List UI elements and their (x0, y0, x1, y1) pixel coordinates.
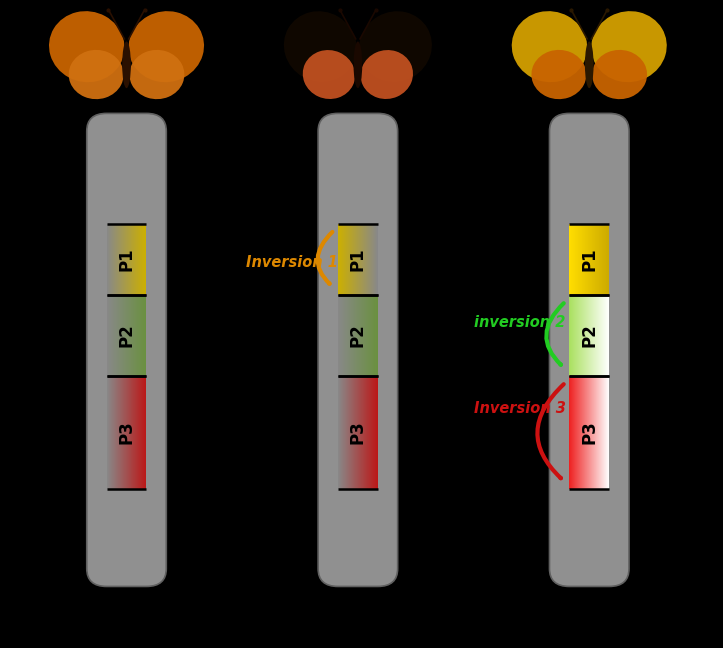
Text: P3: P3 (581, 421, 598, 445)
Text: P2: P2 (581, 323, 598, 347)
Ellipse shape (591, 11, 667, 82)
Ellipse shape (129, 50, 184, 99)
Ellipse shape (129, 11, 204, 82)
FancyBboxPatch shape (87, 113, 166, 586)
Text: Inversion 1: Inversion 1 (246, 255, 338, 270)
Text: Inversion 3: Inversion 3 (474, 400, 565, 416)
Ellipse shape (585, 41, 594, 88)
FancyArrowPatch shape (547, 303, 564, 365)
Ellipse shape (354, 41, 362, 88)
Ellipse shape (303, 50, 355, 99)
Text: P1: P1 (118, 248, 135, 271)
FancyArrowPatch shape (317, 232, 333, 284)
Ellipse shape (359, 11, 432, 82)
Ellipse shape (531, 50, 586, 99)
Ellipse shape (592, 50, 647, 99)
Ellipse shape (49, 11, 124, 82)
Ellipse shape (361, 50, 413, 99)
FancyBboxPatch shape (549, 113, 629, 586)
FancyBboxPatch shape (318, 113, 398, 586)
Text: P1: P1 (349, 248, 367, 271)
Text: P2: P2 (349, 323, 367, 347)
Text: P2: P2 (118, 323, 135, 347)
Ellipse shape (69, 50, 124, 99)
Text: P3: P3 (118, 421, 135, 445)
Ellipse shape (512, 11, 587, 82)
FancyArrowPatch shape (537, 384, 564, 478)
Ellipse shape (122, 41, 131, 88)
Ellipse shape (284, 11, 356, 82)
Text: inversion 2: inversion 2 (474, 315, 565, 330)
Text: P3: P3 (349, 421, 367, 445)
Text: P1: P1 (581, 248, 598, 271)
